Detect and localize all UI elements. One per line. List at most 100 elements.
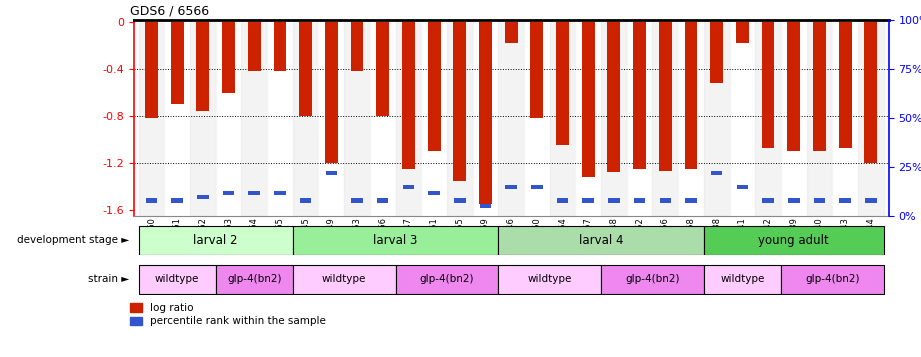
Legend: log ratio, percentile rank within the sample: log ratio, percentile rank within the sa… [130,303,326,326]
Bar [865,22,877,163]
Bar [858,20,883,216]
Bar [164,20,190,216]
Bar [762,22,775,148]
Bar [498,265,601,294]
Bar [480,204,491,208]
Bar [627,20,652,216]
Text: development stage ►: development stage ► [17,235,129,245]
Bar [788,198,799,202]
Bar [498,20,524,216]
Bar [711,171,722,175]
Bar [813,22,826,151]
Text: larval 2: larval 2 [193,233,238,247]
Bar [267,20,293,216]
Bar [274,22,286,71]
Bar [524,20,550,216]
Bar [601,20,627,216]
Bar [170,22,183,104]
Bar [781,265,883,294]
Bar [685,198,697,202]
Bar [608,198,620,202]
Bar [427,22,440,151]
Bar [634,198,646,202]
Text: young adult: young adult [758,233,829,247]
Bar [402,185,414,189]
Bar [807,20,833,216]
Text: larval 4: larval 4 [578,233,624,247]
Bar [659,22,671,171]
Bar [146,198,157,202]
Bar [325,22,338,163]
Bar [190,20,216,216]
Bar [325,171,337,175]
Bar [222,22,235,92]
Bar [531,185,542,189]
Bar [454,198,465,202]
Bar [787,22,800,151]
Bar [839,198,851,202]
Text: GDS6 / 6566: GDS6 / 6566 [130,4,209,17]
Bar [216,20,241,216]
Bar [582,22,595,177]
Bar [472,20,498,216]
Text: wildtype: wildtype [528,274,572,285]
Bar [813,198,825,202]
Bar [601,265,704,294]
Bar [300,198,311,202]
Bar [293,226,498,255]
Bar [351,198,363,202]
Bar [608,22,621,172]
Bar [704,20,729,216]
Bar [248,22,261,71]
Bar [139,20,164,216]
Text: glp-4(bn2): glp-4(bn2) [420,274,474,285]
Bar [506,185,517,189]
Bar [704,226,883,255]
Text: wildtype: wildtype [322,274,367,285]
Text: glp-4(bn2): glp-4(bn2) [227,274,282,285]
Bar [633,22,646,169]
Text: wildtype: wildtype [155,274,200,285]
Bar [421,20,447,216]
Bar [479,22,492,204]
Bar [729,20,755,216]
Bar [710,22,723,83]
Bar [652,20,678,216]
Bar [659,198,671,202]
Bar [377,198,389,202]
Bar [839,22,852,148]
Bar [557,198,568,202]
Bar [249,191,260,195]
Bar [196,22,209,111]
Bar [351,22,364,71]
Bar [293,20,319,216]
Bar [197,195,209,198]
Bar [428,191,440,195]
Bar [395,20,421,216]
Bar [763,198,774,202]
Bar [344,20,370,216]
Bar [370,20,395,216]
Bar [582,198,594,202]
Bar [781,20,807,216]
Text: wildtype: wildtype [720,274,764,285]
Bar [223,191,234,195]
Bar [146,22,157,119]
Bar [556,22,569,145]
Bar [319,20,344,216]
Bar [736,22,749,43]
Bar [833,20,858,216]
Bar [395,265,498,294]
Bar [576,20,601,216]
Text: larval 3: larval 3 [373,233,418,247]
Bar [737,185,748,189]
Bar [530,22,543,119]
Bar [139,265,216,294]
Bar [377,22,390,116]
Bar [704,265,781,294]
Bar [299,22,312,116]
Bar [447,20,472,216]
Bar [755,20,781,216]
Bar [139,226,293,255]
Bar [453,22,466,181]
